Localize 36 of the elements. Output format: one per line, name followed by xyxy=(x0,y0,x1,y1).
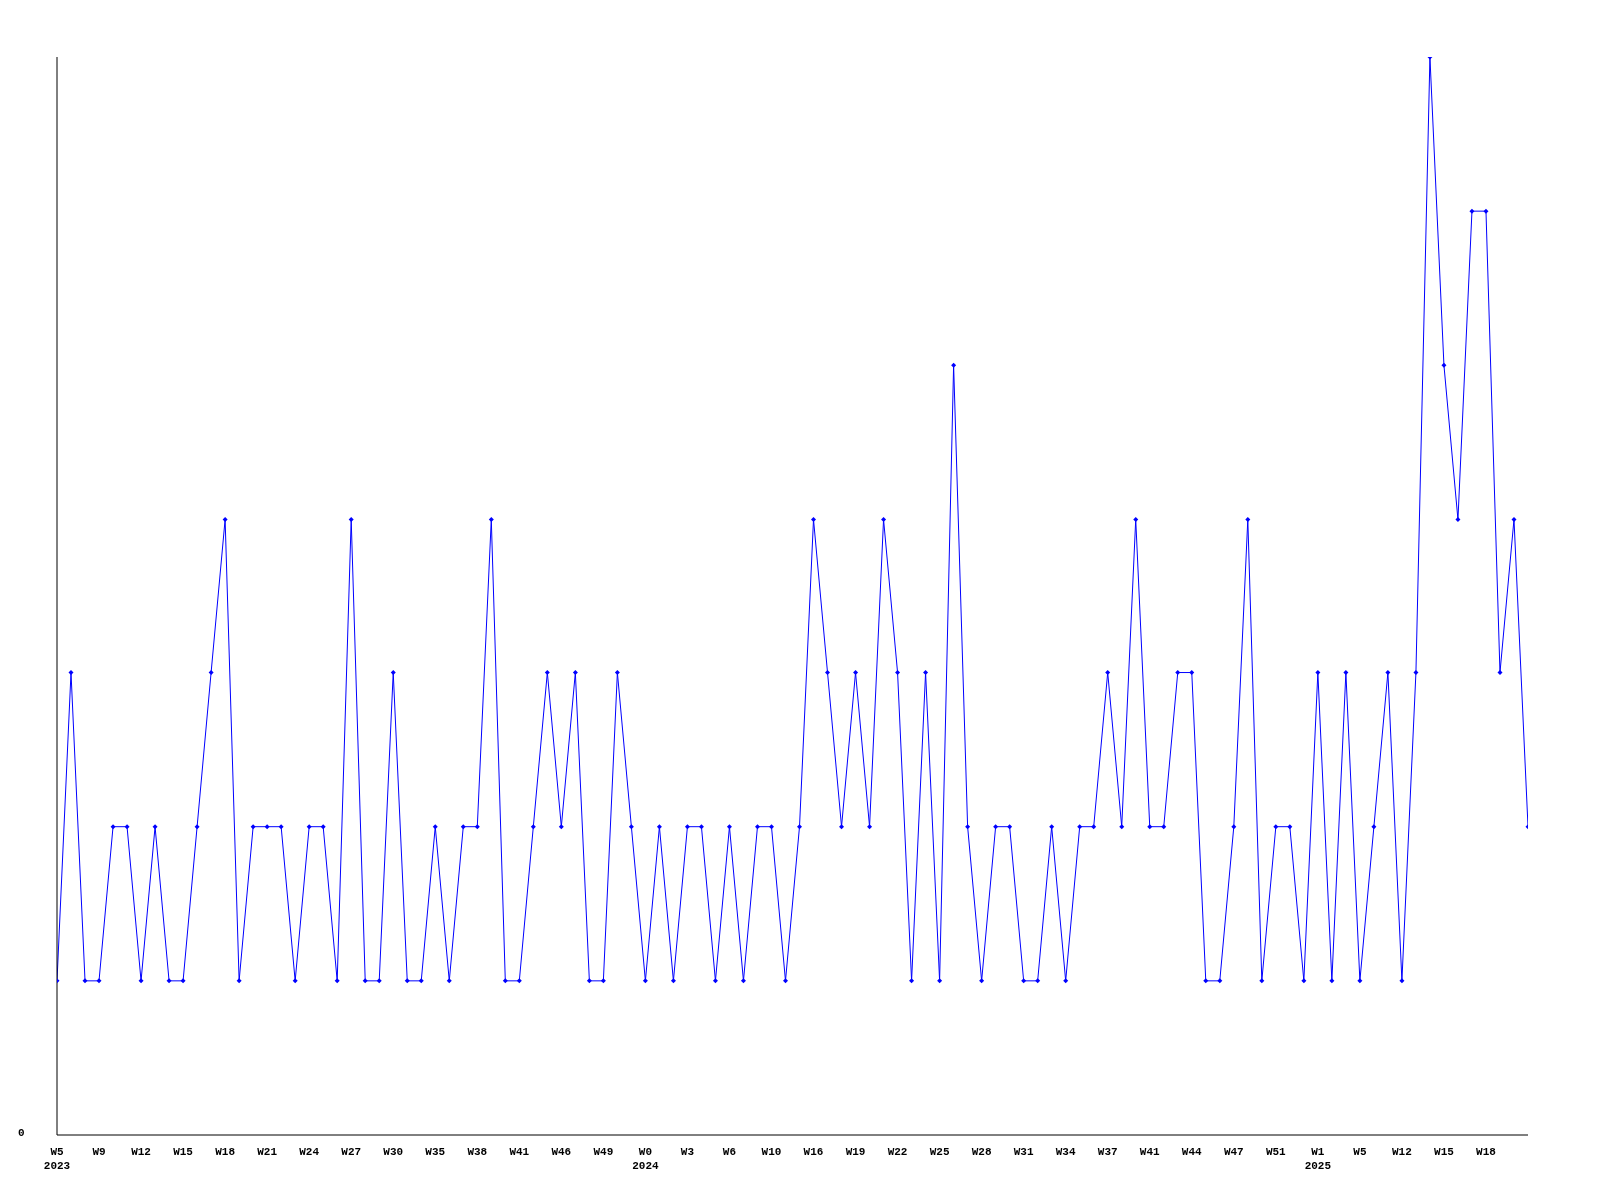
x-tick-label: W5 2023 xyxy=(43,1146,71,1172)
x-tick-label: W31 xyxy=(1013,1146,1034,1158)
x-tick-label: W22 xyxy=(887,1146,908,1158)
x-tick-label: W9 xyxy=(92,1146,106,1158)
x-tick-label: W38 xyxy=(467,1146,488,1158)
x-tick-label: W15 xyxy=(173,1146,194,1158)
x-tick-label: W47 xyxy=(1223,1146,1244,1158)
x-tick-label: W51 xyxy=(1265,1146,1287,1158)
x-tick-label: W16 xyxy=(803,1146,824,1158)
x-tick-label: W34 xyxy=(1055,1146,1076,1158)
text: 0 xyxy=(18,1127,25,1139)
x-tick-label: W21 xyxy=(257,1146,278,1158)
x-tick-label: W0 2024 xyxy=(632,1146,659,1172)
x-tick-label: W25 xyxy=(929,1146,950,1158)
x-tick-label: W6 xyxy=(722,1146,737,1158)
x-tick-label: W19 xyxy=(845,1146,866,1158)
x-tick-label: W18 xyxy=(1476,1146,1497,1158)
x-tick-label: W15 xyxy=(1434,1146,1455,1158)
x-tick-label: W46 xyxy=(551,1146,572,1158)
x-tick-label: W12 xyxy=(1392,1146,1412,1158)
x-tick-label: W30 xyxy=(383,1146,404,1158)
x-tick-label: W5 xyxy=(1353,1146,1367,1158)
x-tick-label: W41 xyxy=(1139,1146,1161,1158)
x-tick-label: W41 xyxy=(509,1146,530,1158)
x-tick-label: W49 xyxy=(593,1146,614,1158)
x-tick-label: W37 xyxy=(1097,1146,1118,1158)
x-tick-label: W24 xyxy=(299,1146,320,1158)
x-tick-label: W28 xyxy=(971,1146,992,1158)
x-tick-label: W3 xyxy=(680,1146,695,1158)
x-tick-label: W35 xyxy=(425,1146,446,1158)
x-tick-label: W27 xyxy=(341,1146,362,1158)
x-tick-label: W1 2025 xyxy=(1304,1146,1332,1172)
x-tick-label: W44 xyxy=(1181,1146,1203,1158)
x-tick-label: W10 xyxy=(761,1146,782,1158)
x-tick-label: W18 xyxy=(215,1146,236,1158)
x-tick-label: W12 xyxy=(131,1146,151,1158)
